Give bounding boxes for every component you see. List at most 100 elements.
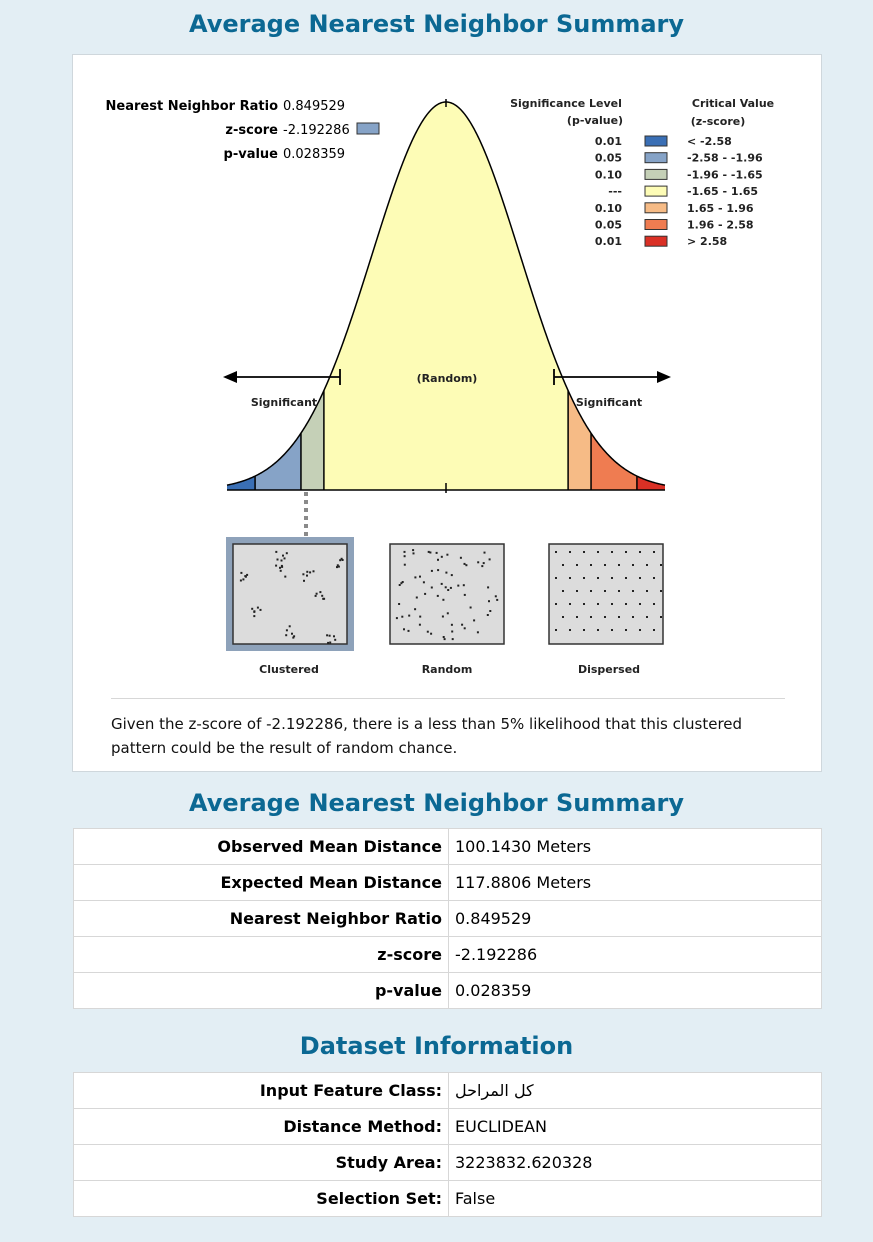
pattern-point [442,636,445,638]
z-label: z-score [225,123,278,138]
pattern-point [339,559,342,562]
divider [111,698,785,699]
pattern-point [403,563,406,566]
row-label: Study Area: [73,1144,449,1181]
pattern-point [403,628,405,631]
pattern-point [282,554,284,557]
ratio-value: 0.849529 [283,99,345,114]
report-title: Average Nearest Neighbor Summary [188,10,685,38]
pattern-point [597,577,599,579]
pattern-point [427,550,430,553]
pattern-point [462,584,465,587]
pattern-point [440,555,443,558]
pattern-point [280,559,283,562]
pattern-point [285,634,288,637]
pattern-point [429,551,432,554]
pattern-point [437,569,440,572]
pattern-point [625,603,627,605]
table-row: Selection Set: False [73,1180,822,1217]
random-label: (Random) [417,372,478,385]
pattern-point [451,638,454,641]
pattern-point [401,581,404,583]
pattern-point [450,623,453,626]
pattern-point [632,564,634,566]
pattern-point [437,558,439,561]
pattern-point [465,564,468,567]
legend-p-value: 0.01 [595,135,622,148]
pattern-point [435,551,438,554]
pattern-point [321,594,324,597]
pattern-point [259,608,262,611]
pattern-point [476,631,479,634]
pattern-point [562,616,564,618]
pattern-point [473,619,476,622]
z-value: -2.192286 [283,123,350,138]
row-label: z-score [73,936,449,973]
curve-region [255,433,301,490]
pattern-point [284,575,287,578]
pattern-point [449,586,452,589]
pattern-point [447,589,450,591]
pattern-point [327,641,330,644]
pattern-point [315,592,318,595]
pattern-point [306,574,308,577]
pattern-point [436,594,439,597]
legend-sig-subheader: (p-value) [567,114,623,127]
pattern-point [463,593,466,596]
summary-title: Average Nearest Neighbor Summary [188,789,685,817]
pattern-point [291,632,293,635]
pattern-point [312,570,315,573]
pattern-point [276,558,279,561]
pattern-point [597,629,599,631]
pattern-point [576,616,578,618]
legend-z-range: > 2.58 [687,235,727,248]
pattern-point [555,577,557,579]
pattern-random-box [389,543,505,645]
ratio-label: Nearest Neighbor Ratio [106,99,279,114]
legend-p-value: 0.01 [595,235,622,248]
pattern-point [653,603,655,605]
legend-z-range: -2.58 - -1.96 [687,152,763,165]
pattern-point [412,549,415,552]
row-label: Distance Method: [73,1108,449,1145]
conclusion-text: Given the z-score of -2.192286, there is… [111,715,743,757]
legend-p-value: --- [608,185,622,198]
pattern-point [583,577,585,579]
pattern-point [239,579,242,582]
z-score-swatch [356,122,380,135]
pattern-point [639,577,641,579]
pattern-point [253,615,256,618]
pattern-point [292,636,295,639]
pattern-point [569,551,571,553]
pattern-point [646,590,648,592]
curve-region [591,433,637,490]
pattern-point [407,629,410,632]
table-row: Expected Mean Distance 117.8806 Meters [73,864,822,901]
pattern-point [283,557,286,560]
legend-swatch [644,168,668,180]
legend-swatch [644,135,668,147]
pattern-point [583,551,585,553]
legend-z-range: -1.65 - 1.65 [687,185,758,198]
pattern-point [334,638,337,641]
pattern-point [590,590,592,592]
pattern-point [246,573,249,576]
row-value: EUCLIDEAN [448,1108,822,1145]
pattern-point [329,641,332,644]
pattern-point [569,577,571,579]
pattern-point [341,559,344,561]
dataset-title: Dataset Information [299,1032,574,1060]
pattern-point [562,590,564,592]
pattern-point [403,555,406,558]
row-label: Nearest Neighbor Ratio [73,900,449,937]
table-row: z-score -2.192286 [73,936,822,973]
pattern-point [242,578,245,581]
pattern-clustered-box [232,543,348,645]
legend-swatch [644,219,668,230]
pattern-point [653,629,655,631]
pattern-point [590,564,592,566]
legend-z-range: 1.96 - 2.58 [687,219,754,232]
left-arrow [223,369,341,385]
pattern-point [611,551,613,553]
pattern-point [275,564,278,567]
